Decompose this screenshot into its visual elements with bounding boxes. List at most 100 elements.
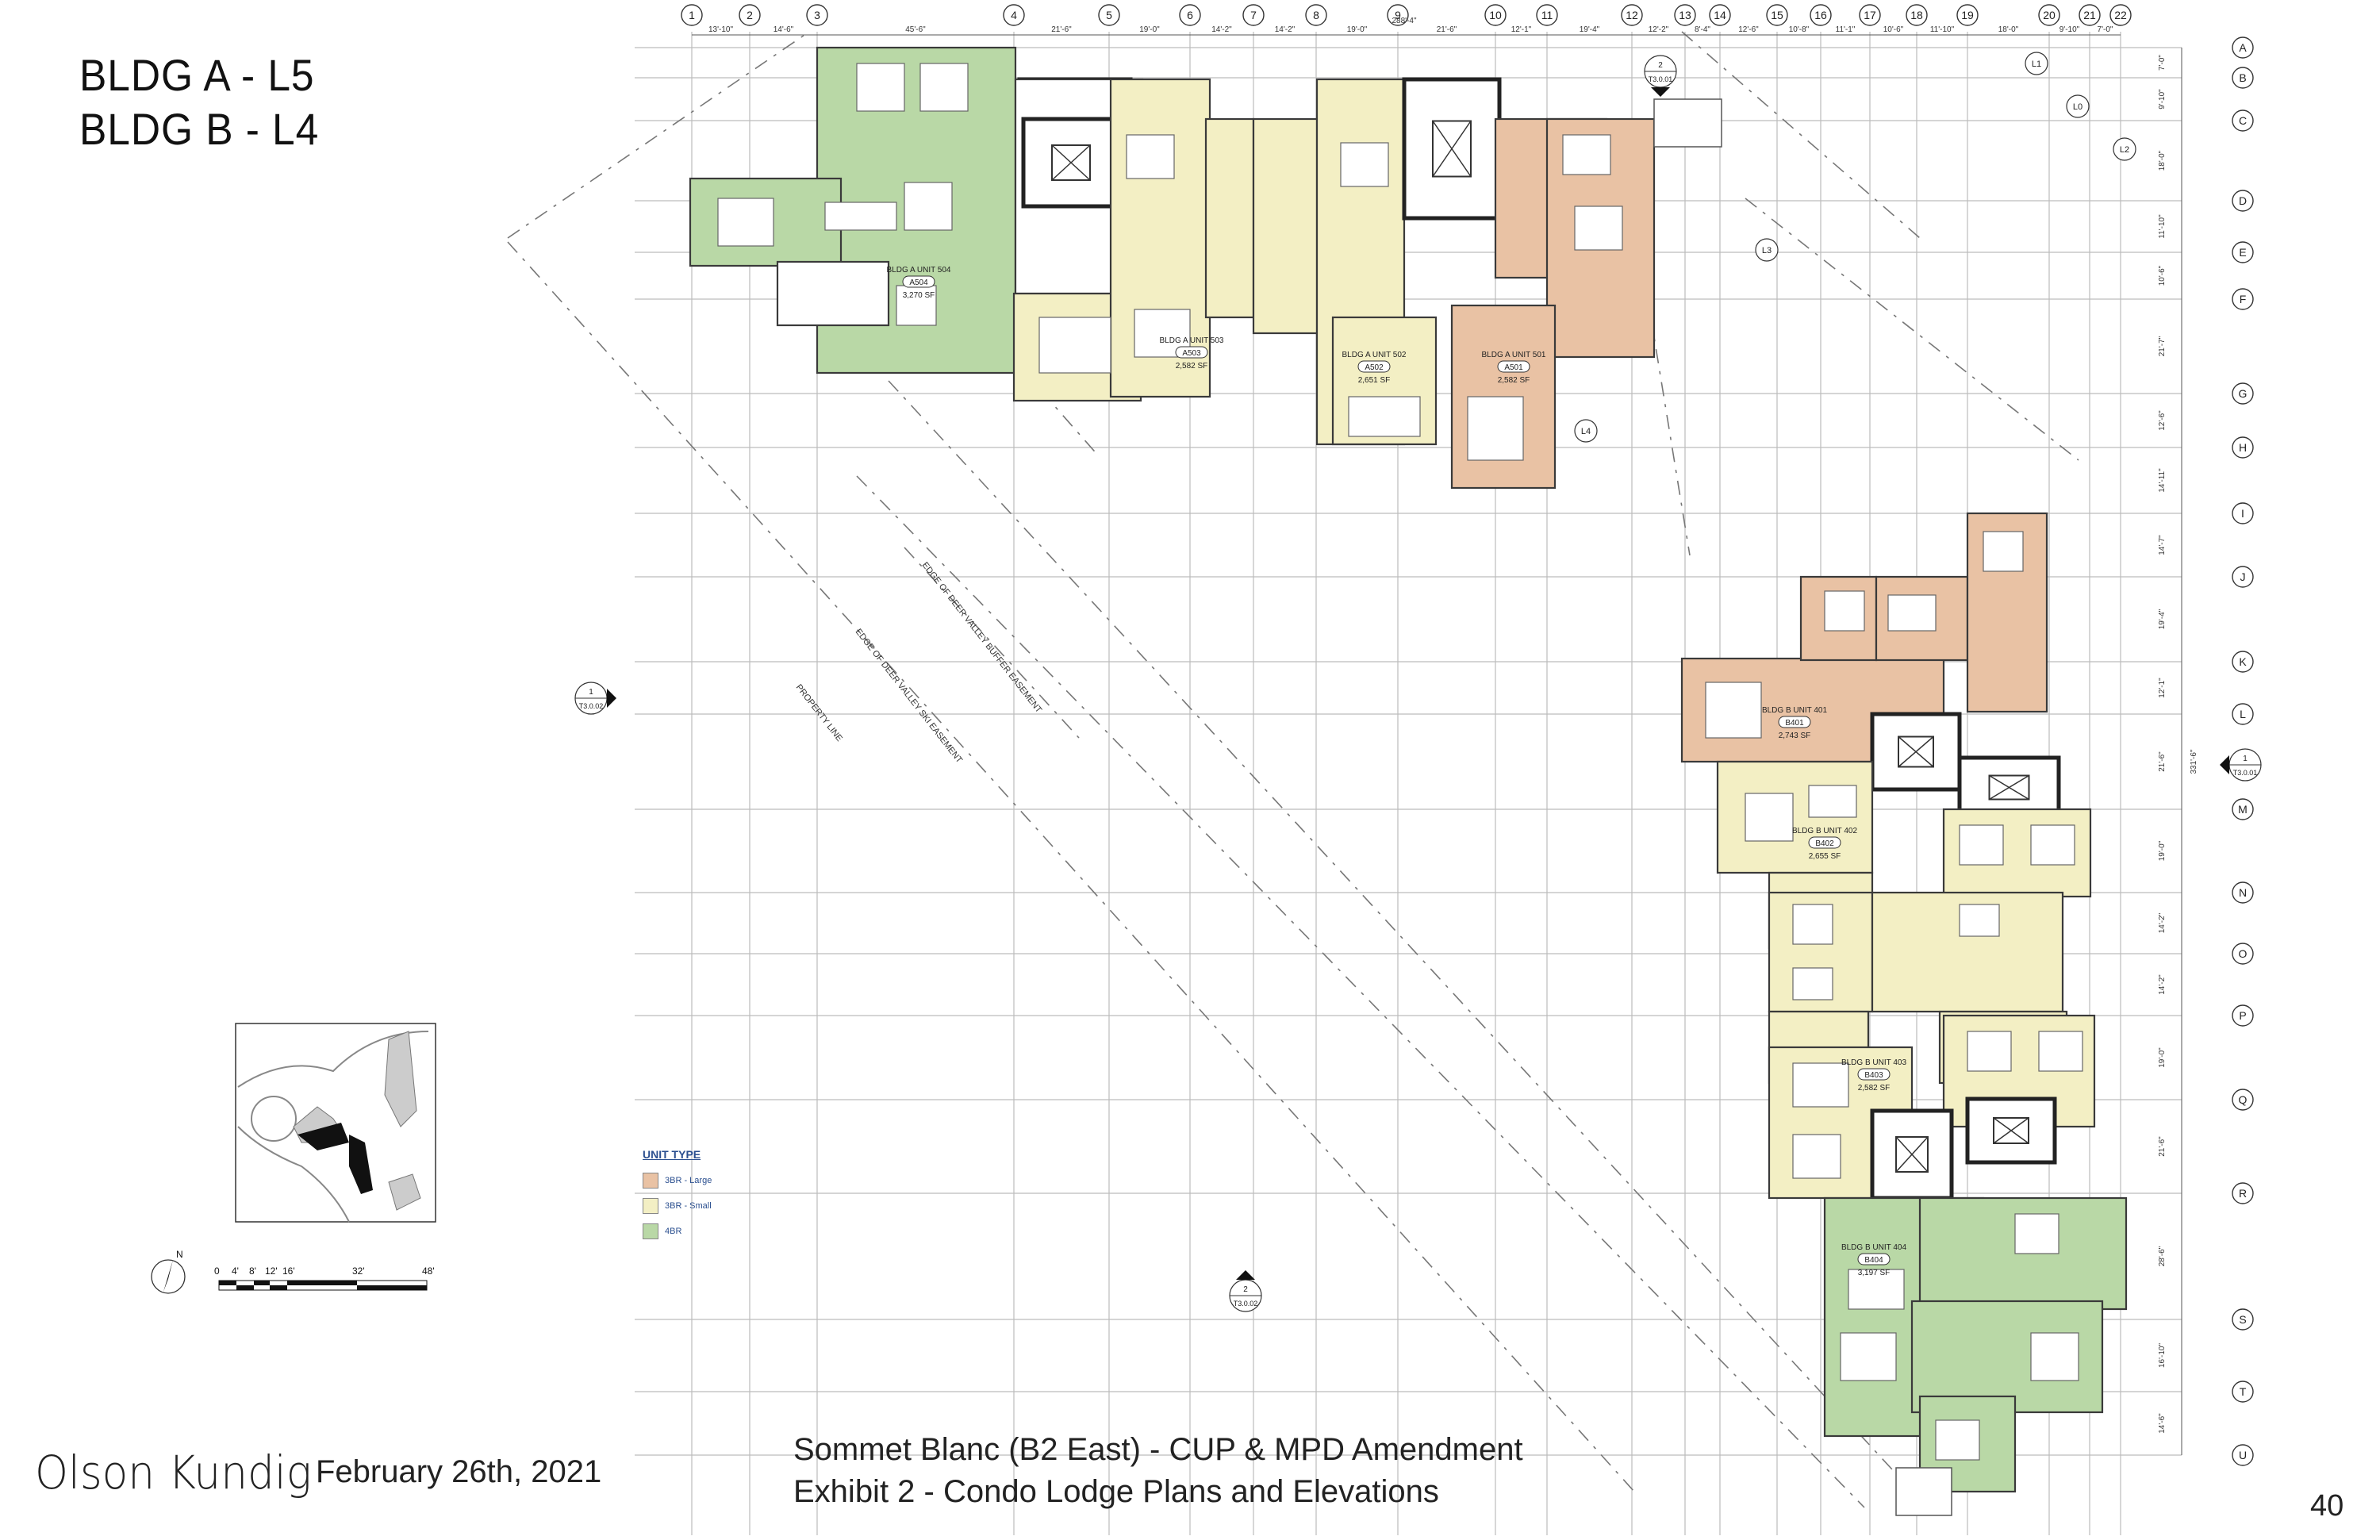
furniture xyxy=(824,202,897,231)
balcony xyxy=(1653,98,1722,148)
unit-label-a501: BLDG A UNIT 501 A501 2,582 SF xyxy=(1482,351,1546,385)
grid-label: B xyxy=(2239,71,2246,84)
unit-area: 2,582 SF xyxy=(1176,362,1208,371)
grid-bubble xyxy=(2232,382,2254,405)
grid-bubble-row: U xyxy=(2232,1444,2254,1466)
section-ref: T3.0.01 xyxy=(2233,769,2258,777)
grid-bubble xyxy=(2232,1089,2254,1111)
legend-swatch xyxy=(643,1173,658,1189)
grid-bubble xyxy=(2232,109,2254,132)
key-map-building-b xyxy=(349,1135,373,1194)
section-ref: T3.0.01 xyxy=(1649,75,1673,83)
grid-bubble-column: 6 xyxy=(1179,4,1201,26)
unit-tag: B403 xyxy=(1864,1071,1883,1080)
unit-tag: A501 xyxy=(1504,363,1523,372)
key-map-building-a xyxy=(298,1123,349,1150)
overall-dimension: 288'-4" xyxy=(1392,17,1416,25)
row-dimension: 7'-0" xyxy=(2158,55,2167,71)
unit-tag: B404 xyxy=(1864,1256,1883,1265)
row-dimension: 21'-6" xyxy=(2158,1136,2167,1157)
elevator-cross xyxy=(1993,1117,2029,1144)
grid-bubble xyxy=(2232,1308,2254,1331)
grid-bubble xyxy=(1621,4,1643,26)
grid-label: 10 xyxy=(1489,9,1502,21)
grid-label: 18 xyxy=(1910,9,1923,21)
grid-bubble-column: 7 xyxy=(1242,4,1265,26)
unit-type-legend-title: UNIT TYPE xyxy=(643,1148,701,1161)
key-map-road xyxy=(237,1126,350,1223)
key-map-road xyxy=(237,1031,429,1088)
furniture xyxy=(1038,317,1111,374)
grid-bubble xyxy=(1906,4,1928,26)
unit-name: BLDG B UNIT 402 xyxy=(1792,827,1858,835)
unit-tag-oval xyxy=(1357,360,1391,373)
furniture xyxy=(1467,396,1524,461)
grid-bubble-column: 3 xyxy=(806,4,828,26)
furniture xyxy=(856,63,905,112)
unit-tag: A503 xyxy=(1182,349,1201,358)
furniture xyxy=(896,285,937,326)
elevator-shaft xyxy=(1898,735,1934,768)
legend-item-4br: 4BR xyxy=(643,1223,681,1239)
grid-label: A xyxy=(2239,41,2247,54)
section-arrow xyxy=(607,689,616,708)
section-number: 2 xyxy=(1243,1285,1248,1294)
furniture xyxy=(1574,205,1623,251)
grid-bubble-column: 8 xyxy=(1305,4,1327,26)
grid-bubble xyxy=(2232,67,2254,89)
grid-label: H xyxy=(2239,441,2247,454)
section-arrow xyxy=(1236,1270,1255,1280)
furniture xyxy=(1562,134,1611,175)
grid-bubble-column: 12 xyxy=(1621,4,1643,26)
scale-segment xyxy=(287,1281,357,1285)
level-tag: L4 xyxy=(1574,419,1598,443)
grid-label: 16 xyxy=(1814,9,1827,21)
grid-bubble-row: E xyxy=(2232,241,2254,263)
grid-bubble xyxy=(2232,502,2254,524)
grid-label: 21 xyxy=(2083,9,2096,21)
furniture xyxy=(1126,134,1175,179)
column-dimension: 19'-0" xyxy=(1347,25,1368,34)
unit-label-a503: BLDG A UNIT 503 A503 2,582 SF xyxy=(1160,336,1224,371)
elevator-cross xyxy=(1895,1136,1929,1173)
section-number: 1 xyxy=(589,688,593,697)
furniture xyxy=(1967,1031,2012,1072)
elevator-cross xyxy=(1989,774,2029,801)
grid-bubble xyxy=(1179,4,1201,26)
easement-line xyxy=(507,241,1635,1492)
furniture xyxy=(1983,531,2024,572)
grid-bubble-row: I xyxy=(2232,502,2254,524)
section-number: 2 xyxy=(1658,61,1663,70)
level-tag-text: L2 xyxy=(2120,145,2129,155)
unit-tag-oval xyxy=(1857,1253,1891,1265)
furniture xyxy=(904,182,953,231)
grid-bubble xyxy=(2232,241,2254,263)
unit-area: 2,743 SF xyxy=(1779,732,1811,740)
section-arrow xyxy=(2220,755,2229,774)
row-dimension: 12'-6" xyxy=(2158,410,2167,431)
grid-label: 3 xyxy=(814,9,820,21)
unit-area: 2,655 SF xyxy=(1809,852,1841,861)
grid-bubble xyxy=(1709,4,1731,26)
row-dimension: 19'-4" xyxy=(2158,609,2167,629)
scale-segment xyxy=(254,1281,270,1285)
unit-tag: A504 xyxy=(909,278,928,287)
grid-label: 2 xyxy=(747,9,753,21)
grid-bubble-column: 19 xyxy=(1956,4,1979,26)
grid-label: S xyxy=(2239,1313,2246,1326)
scale-label: 0 xyxy=(214,1265,220,1277)
legend-item-3br-small: 3BR - Small xyxy=(643,1198,712,1214)
grid-bubble-column: 10 xyxy=(1484,4,1507,26)
unit-label-a502: BLDG A UNIT 502 A502 2,651 SF xyxy=(1342,351,1407,385)
grid-bubble xyxy=(1810,4,1832,26)
furniture xyxy=(2038,1031,2083,1072)
section-arrow xyxy=(1651,87,1670,97)
unit-name: BLDG A UNIT 504 xyxy=(887,266,951,275)
column-dimension: 18'-0" xyxy=(1998,25,2019,34)
grid-label: J xyxy=(2240,570,2246,583)
grid-bubble xyxy=(2232,190,2254,212)
grid-bubble xyxy=(739,4,761,26)
grid-label: P xyxy=(2239,1009,2246,1022)
grid-bubble xyxy=(1674,4,1696,26)
